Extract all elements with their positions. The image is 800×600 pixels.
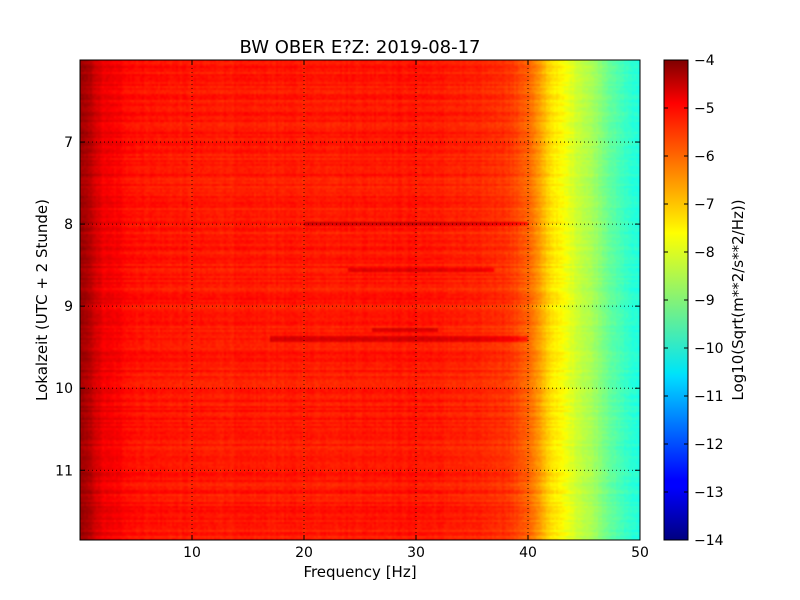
heatmap-area bbox=[80, 60, 640, 540]
colorbar-tick-label: −6 bbox=[694, 149, 715, 165]
y-axis-ticks: 7 8 9 10 11 bbox=[55, 135, 640, 479]
x-axis-ticks: 10 20 30 40 50 bbox=[183, 60, 649, 561]
x-tick-label: 50 bbox=[631, 545, 649, 561]
x-tick-label: 20 bbox=[295, 545, 313, 561]
colorbar-tick-label: −8 bbox=[694, 245, 715, 261]
y-tick-label: 11 bbox=[55, 463, 73, 479]
x-axis-label: Frequency [Hz] bbox=[303, 563, 416, 581]
x-tick-label: 30 bbox=[407, 545, 425, 561]
grid-lines bbox=[80, 60, 640, 540]
colorbar-tick-label: −11 bbox=[694, 389, 724, 405]
y-tick-label: 7 bbox=[64, 135, 73, 151]
colorbar-tick-label: −14 bbox=[694, 533, 724, 549]
colorbar-tick-label: −7 bbox=[694, 197, 715, 213]
heatmap-image bbox=[80, 60, 640, 540]
colorbar-tick-label: −4 bbox=[694, 53, 715, 69]
plot-frame bbox=[79, 59, 641, 541]
y-tick-label: 10 bbox=[55, 381, 73, 397]
colorbar-label: Log10(Sqrt(m**2/s**2/Hz)) bbox=[729, 199, 747, 400]
colorbar-tick-label: −5 bbox=[694, 101, 715, 117]
colorbar-tick-label: −13 bbox=[694, 485, 724, 501]
y-axis-label: Lokalzeit (UTC + 2 Stunde) bbox=[33, 199, 51, 401]
y-tick-label: 8 bbox=[64, 217, 73, 233]
colorbar-tick-label: −12 bbox=[694, 437, 724, 453]
x-tick-label: 40 bbox=[519, 545, 537, 561]
x-tick-label: 10 bbox=[183, 545, 201, 561]
colorbar-tick-label: −9 bbox=[694, 293, 715, 309]
y-tick-label: 9 bbox=[64, 299, 73, 315]
colorbar-ticks: −4 −5 −6 −7 −8 −9 −10 −11 −12 −13 −14 bbox=[664, 53, 724, 549]
chart-title: BW OBER E?Z: 2019-08-17 bbox=[240, 37, 481, 58]
colorbar-tick-label: −10 bbox=[694, 341, 724, 357]
